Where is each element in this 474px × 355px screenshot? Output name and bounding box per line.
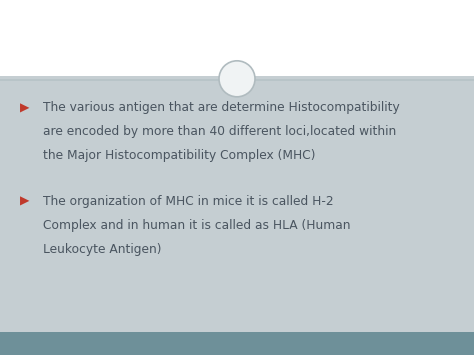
Text: The organization of MHC in mice it is called H-2: The organization of MHC in mice it is ca…	[43, 195, 333, 208]
Bar	[0, 0, 474, 76]
Ellipse shape	[219, 61, 255, 97]
Bar	[0, 79, 474, 81]
Bar	[0, 76, 474, 332]
Text: ▶: ▶	[20, 101, 29, 114]
Text: ▶: ▶	[20, 195, 29, 208]
Text: Complex and in human it is called as HLA (Human: Complex and in human it is called as HLA…	[43, 219, 350, 232]
Text: Leukocyte Antigen): Leukocyte Antigen)	[43, 243, 161, 256]
Bar	[0, 332, 474, 355]
Text: The various antigen that are determine Histocompatibility: The various antigen that are determine H…	[43, 101, 400, 114]
Text: the Major Histocompatibility Complex (MHC): the Major Histocompatibility Complex (MH…	[43, 149, 315, 163]
Text: are encoded by more than 40 different loci,located within: are encoded by more than 40 different lo…	[43, 125, 396, 138]
